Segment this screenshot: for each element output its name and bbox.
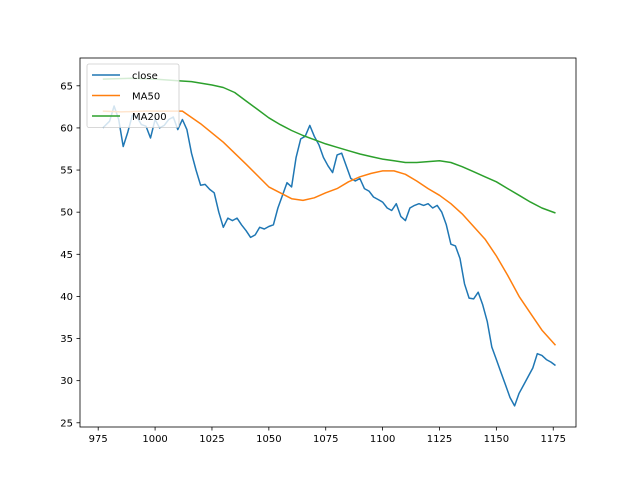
x-axis: 975 1000 1025 1050 1075 1100 1125 1150 1175 (89, 427, 566, 445)
series-layer (102, 77, 557, 407)
series-line-ma50 (102, 110, 557, 346)
axes-frame (79, 57, 577, 428)
x-tick-label: 1025 (199, 434, 224, 445)
x-tick-label: 1125 (427, 434, 452, 445)
x-tick-label: 1150 (484, 434, 509, 445)
y-tick-label: 45 (60, 250, 73, 261)
y-tick-label: 65 (60, 81, 73, 92)
legend-box (86, 63, 180, 128)
legend-label-ma200: MA200 (132, 112, 167, 123)
legend-label-ma50: MA50 (132, 92, 160, 103)
y-tick-label: 50 (60, 208, 73, 219)
y-tick-label: 60 (60, 123, 73, 134)
y-tick-label: 25 (60, 418, 73, 429)
y-tick-label: 30 (60, 376, 73, 387)
x-tick-label: 975 (89, 434, 108, 445)
series-line-ma200 (102, 77, 556, 214)
y-axis: 25 30 35 40 45 50 55 60 65 (60, 81, 80, 429)
x-tick-label: 1175 (541, 434, 566, 445)
series-line-close (102, 105, 556, 407)
y-tick-label: 55 (60, 166, 73, 177)
x-tick-label: 1075 (313, 434, 338, 445)
legend-label-close: close (132, 71, 158, 82)
x-tick-label: 1000 (142, 434, 167, 445)
x-tick-label: 1100 (370, 434, 395, 445)
y-tick-label: 40 (60, 292, 73, 303)
y-tick-label: 35 (60, 334, 73, 345)
legend: close MA50 MA200 (86, 63, 180, 128)
x-tick-label: 1050 (256, 434, 281, 445)
